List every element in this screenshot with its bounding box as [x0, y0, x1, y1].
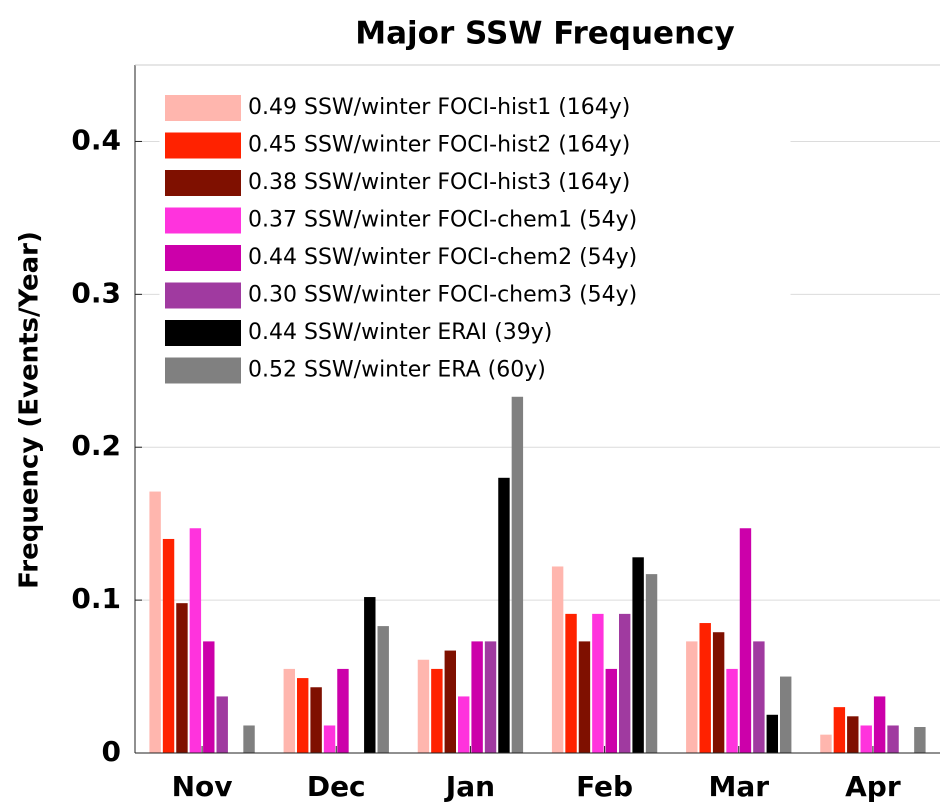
chart-title: Major SSW Frequency	[355, 16, 734, 52]
y-tick-label: 0.4	[71, 123, 121, 156]
legend-swatch	[165, 170, 241, 196]
x-tick-label: Nov	[172, 770, 233, 803]
bar	[873, 696, 886, 753]
legend-swatch	[165, 245, 241, 271]
x-tick-label: Jan	[444, 770, 495, 803]
bar	[726, 668, 738, 753]
bar	[364, 597, 376, 753]
legend-label: 0.38 SSW/winter FOCI-hist3 (164y)	[248, 170, 630, 195]
legend-swatch	[165, 282, 241, 309]
bar	[551, 566, 564, 753]
y-tick-label: 0.3	[71, 276, 121, 309]
bar	[189, 528, 202, 753]
y-tick-label: 0	[102, 735, 121, 768]
legend-label: 0.30 SSW/winter FOCI-chem3 (54y)	[248, 283, 637, 308]
bar	[162, 538, 175, 753]
bar	[605, 668, 617, 753]
legend-swatch	[165, 95, 241, 121]
bar	[739, 528, 752, 753]
legend-swatch	[165, 207, 241, 234]
bar	[471, 641, 483, 753]
bar	[753, 641, 765, 753]
x-tick-label: Mar	[708, 770, 769, 803]
bar	[310, 687, 322, 753]
legend-box	[159, 87, 791, 397]
bar	[578, 641, 591, 753]
bar	[780, 676, 792, 753]
bar	[511, 396, 524, 753]
bar	[645, 574, 658, 753]
bar	[914, 727, 926, 753]
bar	[699, 623, 711, 753]
bar	[686, 641, 698, 753]
bar	[417, 659, 430, 753]
y-axis-label: Frequency (Events/Year)	[15, 231, 45, 589]
bar	[323, 725, 336, 753]
legend-label: 0.44 SSW/winter FOCI-chem2 (54y)	[248, 245, 637, 270]
x-tick-label: Dec	[307, 770, 366, 803]
legend-swatch	[165, 357, 241, 384]
legend-swatch	[165, 320, 241, 346]
bar	[632, 557, 644, 753]
bar	[203, 641, 215, 753]
bar	[847, 716, 859, 753]
bar	[283, 668, 295, 753]
y-tick-label: 0.1	[71, 582, 121, 615]
legend-label: 0.49 SSW/winter FOCI-hist1 (164y)	[248, 95, 630, 120]
bar	[337, 668, 349, 753]
bar	[833, 707, 846, 753]
bar	[766, 714, 778, 753]
bar	[431, 668, 443, 753]
legend-label: 0.44 SSW/winter ERAI (39y)	[248, 320, 552, 345]
bar	[377, 626, 389, 753]
bar	[565, 613, 577, 753]
legend-label: 0.45 SSW/winter FOCI-hist2 (164y)	[248, 133, 630, 158]
bar	[498, 477, 510, 753]
y-tick-label: 0.2	[71, 429, 121, 462]
bar	[887, 725, 899, 753]
legend-label: 0.37 SSW/winter FOCI-chem1 (54y)	[248, 208, 637, 233]
x-tick-label: Apr	[845, 770, 901, 803]
bar	[243, 725, 255, 753]
legend-label: 0.52 SSW/winter ERA (60y)	[248, 358, 546, 383]
bar	[216, 696, 228, 753]
bar	[484, 641, 497, 753]
bar	[458, 696, 470, 753]
bar	[592, 613, 604, 753]
bar	[820, 734, 832, 753]
bar	[149, 491, 161, 753]
bar	[860, 725, 872, 753]
legend-swatch	[165, 132, 241, 159]
x-tick-label: Feb	[576, 770, 633, 803]
bar	[619, 613, 631, 753]
bar	[297, 678, 309, 753]
bar	[712, 632, 725, 753]
bar	[444, 650, 456, 753]
bar	[176, 603, 188, 753]
